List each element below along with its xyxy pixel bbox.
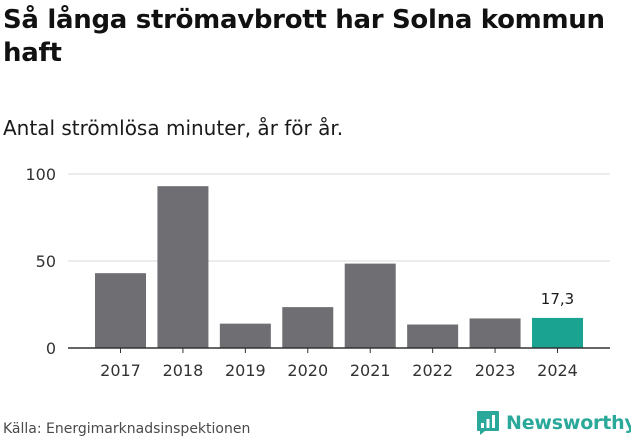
x-tick-label: 2018: [163, 361, 204, 380]
newsworthy-logo-icon: [477, 411, 499, 435]
x-tick-label: 2021: [350, 361, 391, 380]
chart-subtitle: Antal strömlösa minuter, år för år.: [3, 116, 344, 140]
bar: [282, 307, 334, 348]
brand-logo: Newsworthy: [476, 408, 631, 438]
y-tick-label: 0: [46, 339, 56, 358]
x-tick-label: 2020: [287, 361, 328, 380]
bar: [344, 263, 396, 348]
bar: [469, 318, 521, 348]
y-tick-label: 100: [25, 165, 56, 184]
brand-name: Newsworthy: [506, 412, 631, 434]
bar: [95, 273, 146, 348]
bar-chart: 0 50 100 2017 2018 2019 2020 2021 2022 2023 2024 17…: [25, 165, 610, 380]
source-note: Källa: Energimarknadsinspektionen: [3, 421, 251, 437]
y-tick-label: 50: [36, 252, 56, 271]
x-tick-label: 2024: [537, 361, 578, 380]
x-tick-label: 2022: [412, 361, 453, 380]
bar: [532, 317, 583, 348]
x-tick-label: 2023: [475, 361, 516, 380]
bar: [407, 324, 459, 348]
chart-title: Så långa strömavbrott har Solna kommun h…: [3, 5, 605, 68]
bar: [157, 186, 209, 348]
data-label: 17,3: [541, 290, 574, 308]
x-tick-label: 2019: [225, 361, 266, 380]
bar: [219, 323, 271, 348]
x-tick-label: 2017: [100, 361, 141, 380]
